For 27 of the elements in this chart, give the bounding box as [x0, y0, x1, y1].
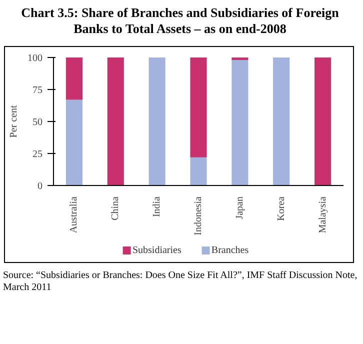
bar	[190, 58, 207, 158]
bar	[107, 58, 124, 186]
y-tick-label: 75	[32, 85, 42, 96]
bar	[273, 58, 290, 186]
x-tick-label: India	[152, 196, 163, 218]
y-tick-label: 25	[32, 149, 42, 160]
y-tick-label: 50	[32, 117, 42, 128]
bar	[190, 157, 207, 186]
bar	[66, 100, 82, 186]
chart-title: Chart 3.5: Share of Branches and Subsidiaries of Foreign Banks to Total Assets – as on end-2008	[20, 5, 340, 36]
bar	[314, 58, 332, 186]
x-tick-label: Japan	[234, 196, 246, 220]
bar	[148, 58, 166, 186]
x-tick-label: Indonesia	[193, 196, 204, 236]
y-tick-label: 100	[28, 53, 42, 64]
legend-label: Branches	[211, 245, 249, 256]
bar	[232, 58, 248, 60]
y-axis-title: Per cent	[8, 105, 20, 138]
x-tick-label: Malaysia	[317, 196, 328, 234]
legend-label: Subsidiaries	[132, 245, 182, 256]
source-note: Source: “Subsidiaries or Branches: Does One Size Fit All?”, IMF Staff Discussion Note, March 2011	[3, 270, 358, 294]
bar	[232, 60, 248, 186]
y-tick-label: 0	[38, 181, 42, 192]
x-tick-label: Australia	[68, 196, 80, 234]
x-tick-label: China	[110, 196, 122, 220]
bar	[66, 58, 82, 100]
x-tick-label: Korea	[276, 196, 287, 221]
